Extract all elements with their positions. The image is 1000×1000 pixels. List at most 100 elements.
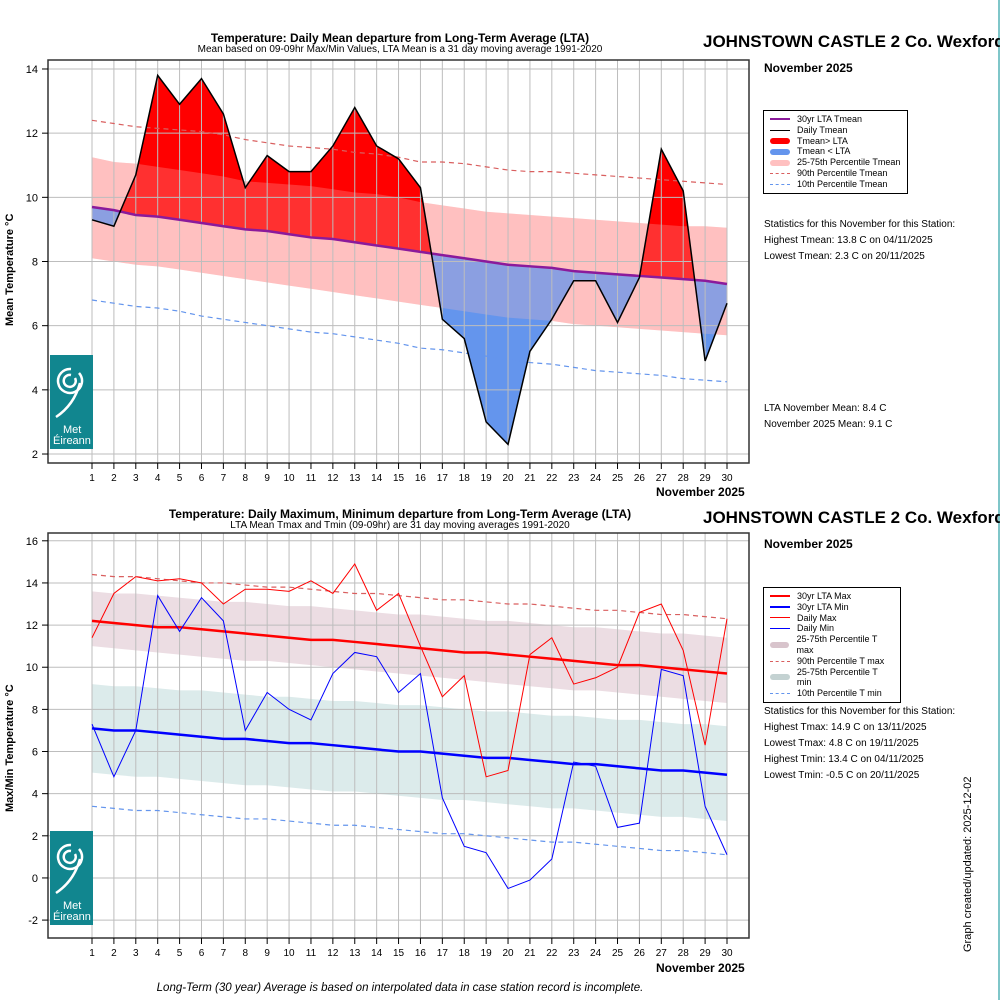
- legend-swatch: [770, 606, 790, 609]
- x-tick-label: 13: [349, 948, 361, 959]
- legend-swatch: [770, 148, 790, 155]
- stats-lowest-tmin: Lowest Tmin: -0.5 C on 20/11/2025: [764, 770, 920, 781]
- legend-item: Tmean < LTA: [770, 146, 901, 157]
- legend-label: Tmean> LTA: [797, 135, 848, 146]
- legend-swatch: [770, 183, 790, 185]
- x-tick-label: 4: [155, 948, 161, 959]
- x-tick-label: 24: [590, 948, 602, 959]
- stats-highest-tmean: Highest Tmean: 13.8 C on 04/11/2025: [764, 235, 933, 246]
- line-daily-tmean: [91, 73, 728, 446]
- legend-item: 25-75th Percentile T min: [770, 667, 894, 689]
- legend-item: Tmean> LTA: [770, 136, 901, 147]
- x-tick-label: 21: [524, 473, 536, 484]
- x-tick-label: 19: [481, 473, 493, 484]
- legend-swatch: [770, 129, 790, 131]
- x-tick-label: 25: [612, 473, 624, 484]
- x-tick-label: 26: [634, 948, 646, 959]
- x-tick-label: 20: [502, 473, 514, 484]
- line-daily-min: [91, 594, 728, 890]
- bottom-y-axis-label: Max/Min Temperature °C: [4, 684, 16, 812]
- page-border: [998, 0, 1000, 1000]
- stats-highest-tmin: Highest Tmin: 13.4 C on 04/11/2025: [764, 754, 924, 765]
- november-2025-mean: November 2025 Mean: 9.1 C: [764, 419, 893, 430]
- met-eireann-logo: Met Éireann: [50, 831, 93, 925]
- x-tick-label: 16: [415, 948, 427, 959]
- legend-swatch: [770, 628, 790, 630]
- x-tick-label: 26: [634, 473, 646, 484]
- legend-item: 30yr LTA Max: [770, 591, 894, 602]
- y-tick-label: -2: [28, 915, 38, 927]
- x-tick-label: 29: [700, 473, 712, 484]
- x-tick-label: 15: [393, 948, 405, 959]
- x-tick-label: 19: [481, 948, 493, 959]
- x-tick-label: 12: [327, 948, 339, 959]
- x-tick-label: 17: [437, 948, 449, 959]
- x-tick-label: 8: [242, 473, 248, 484]
- line-tmax-90th-percentile: [91, 573, 728, 620]
- stats-heading: Statistics for this November for this St…: [764, 219, 956, 230]
- x-tick-label: 27: [656, 473, 668, 484]
- x-tick-label: 23: [568, 473, 580, 484]
- stats-lowest-tmax: Lowest Tmax: 4.8 C on 19/11/2025: [764, 738, 919, 749]
- month-mean-stats: LTA November Mean: 8.4 C November 2025 M…: [764, 401, 892, 433]
- x-tick-label: 14: [371, 948, 383, 959]
- legend-swatch: [770, 172, 790, 174]
- top-chart-title: Temperature: Daily Mean departure from L…: [210, 31, 590, 45]
- legend-label: 30yr LTA Min: [797, 601, 849, 612]
- x-tick-label: 2: [111, 473, 117, 484]
- top-legend: 30yr LTA Tmean Daily Tmean Tmean> LTA Tmean…: [763, 110, 908, 194]
- x-tick-label: 8: [242, 948, 248, 959]
- spiral-icon: [55, 843, 84, 895]
- x-tick-label: 7: [221, 473, 227, 484]
- x-tick-label: 7: [221, 948, 227, 959]
- x-tick-label: 22: [546, 948, 558, 959]
- lta-november-mean: LTA November Mean: 8.4 C: [764, 403, 887, 414]
- legend-item: 90th Percentile Tmean: [770, 168, 901, 179]
- line-10th-percentile: [91, 299, 728, 383]
- stats-highest-tmax: Highest Tmax: 14.9 C on 13/11/2025: [764, 722, 927, 733]
- top-stats: Statistics for this November for this St…: [764, 217, 955, 265]
- x-tick-label: 30: [721, 473, 733, 484]
- bottom-month-label: November 2025: [764, 537, 853, 551]
- x-tick-label: 9: [264, 473, 270, 484]
- legend-item: 10th Percentile T min: [770, 688, 894, 699]
- y-tick-label: 6: [32, 321, 38, 333]
- x-tick-label: 30: [721, 948, 733, 959]
- logo-text: Met Éireann: [53, 424, 91, 447]
- graph-updated-date: Graph created/updated: 2025-12-02: [962, 776, 974, 952]
- legend-label: 90th Percentile Tmean: [797, 167, 888, 178]
- legend-item: 90th Percentile T max: [770, 656, 894, 667]
- legend-swatch: [770, 118, 790, 121]
- x-tick-label: 16: [415, 473, 427, 484]
- x-tick-label: 6: [199, 948, 205, 959]
- legend-item: 10th Percentile Tmean: [770, 179, 901, 190]
- legend-item: Daily Min: [770, 623, 894, 634]
- x-tick-label: 18: [459, 473, 471, 484]
- legend-label: 30yr LTA Max: [797, 591, 852, 601]
- legend-swatch: [770, 674, 790, 681]
- y-tick-label: 0: [32, 873, 38, 885]
- bottom-stats: Statistics for this November for this St…: [764, 704, 955, 784]
- legend-item: 25-75th Percentile Tmean: [770, 157, 901, 168]
- x-tick-label: 14: [371, 473, 383, 484]
- bottom-x-axis-label: November 2025: [656, 961, 745, 975]
- y-tick-label: 12: [26, 620, 38, 632]
- top-chart-subtitle: Mean based on 09-09hr Max/Min Values, LT…: [197, 44, 603, 55]
- x-tick-label: 10: [284, 948, 296, 959]
- area-above-lta: [92, 75, 727, 284]
- line-tmin-10th-percentile: [91, 805, 728, 856]
- y-tick-label: 14: [26, 578, 38, 590]
- stats-lowest-tmean: Lowest Tmean: 2.3 C on 20/11/2025: [764, 251, 925, 262]
- legend-swatch: [770, 693, 790, 695]
- legend-item: 30yr LTA Tmean: [770, 114, 901, 125]
- bottom-legend: 30yr LTA Max 30yr LTA Min Daily Max Daily M…: [763, 587, 901, 703]
- x-tick-label: 29: [700, 948, 712, 959]
- x-tick-label: 5: [177, 948, 183, 959]
- legend-item: Daily Tmean: [770, 125, 901, 136]
- x-tick-label: 4: [155, 473, 161, 484]
- y-tick-label: 8: [32, 704, 38, 716]
- y-tick-label: 2: [32, 831, 38, 843]
- x-tick-label: 27: [656, 948, 668, 959]
- bottom-station-name: JOHNSTOWN CASTLE 2 Co. Wexford: [703, 508, 1000, 527]
